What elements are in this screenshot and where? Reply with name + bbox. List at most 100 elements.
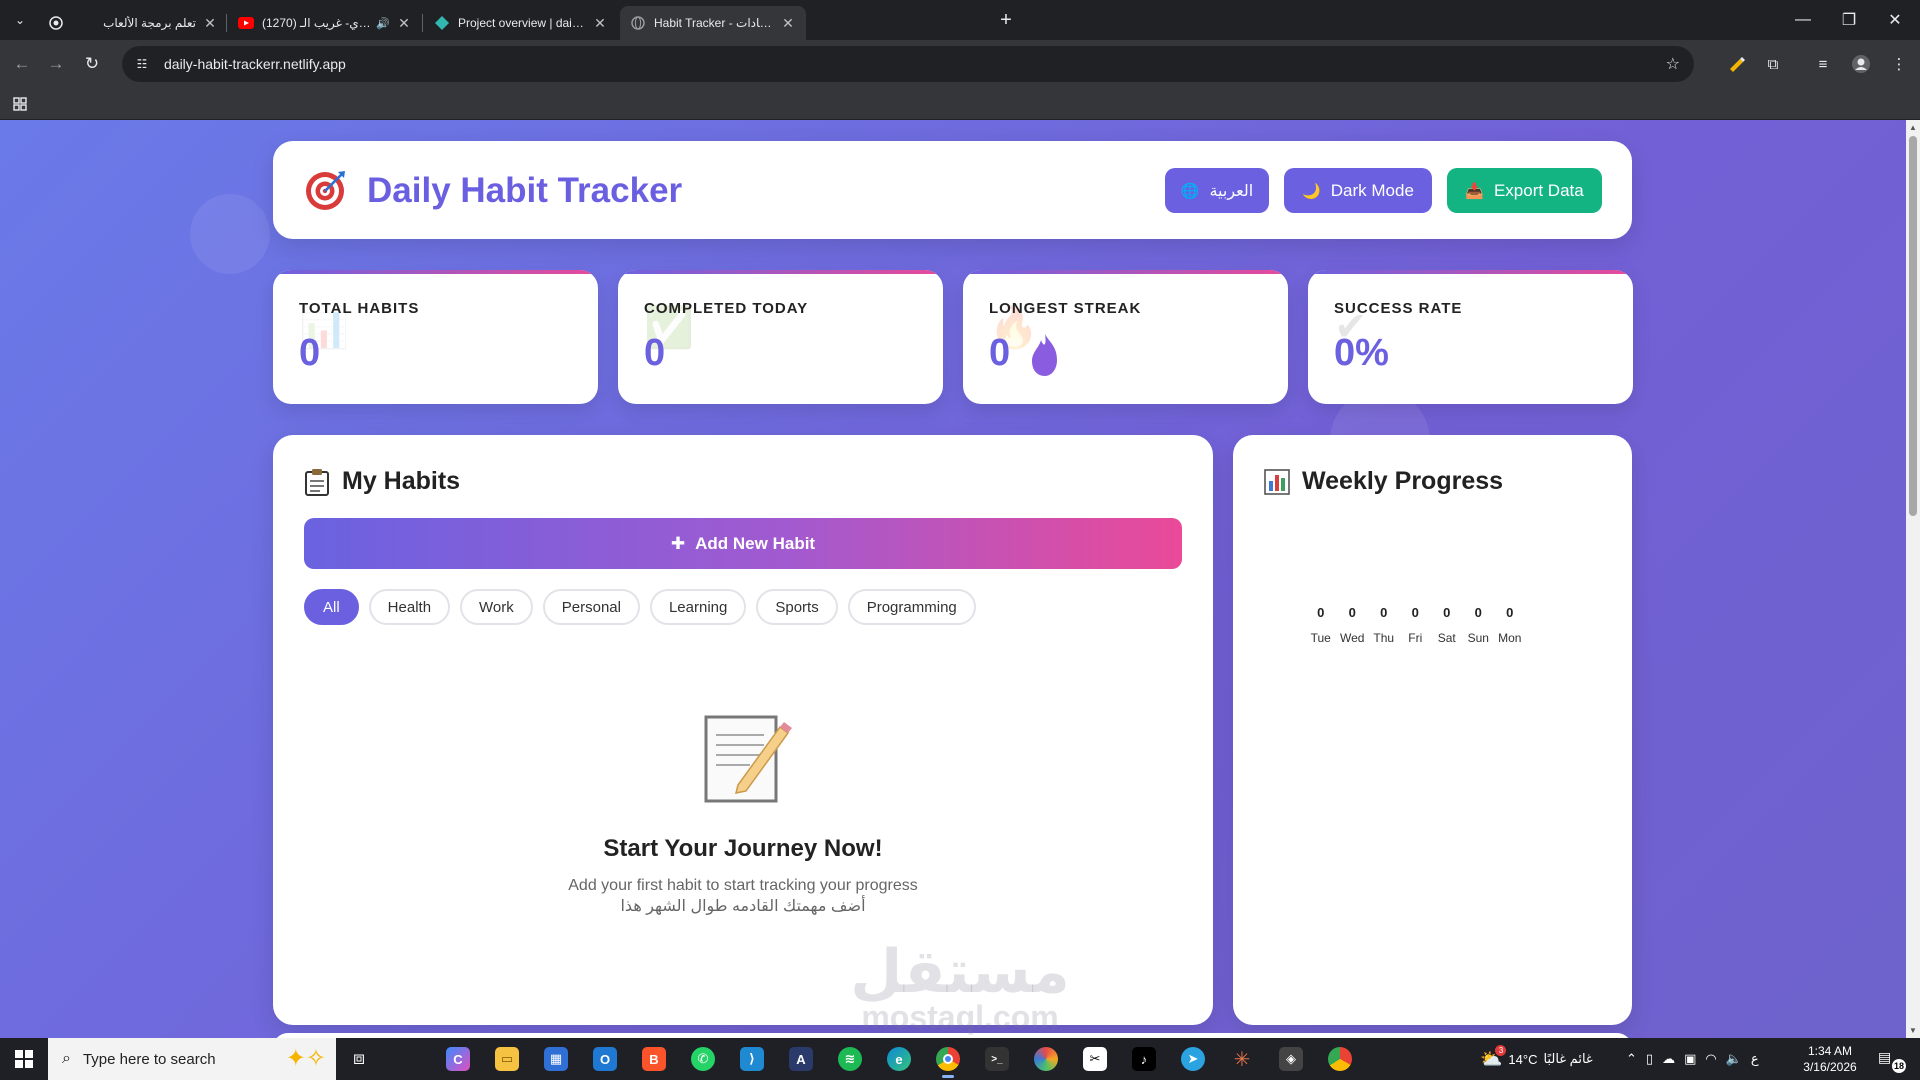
taskbar-search-placeholder: Type here to search: [82, 1050, 216, 1068]
browser-tabstrip: ⌄ تعلم برمجة الألعاب ✕ (1270) رامي صبري-…: [0, 0, 1920, 40]
scrollbar-thumb[interactable]: [1909, 136, 1917, 516]
weather-cloud-sun-icon: ⛅ 3: [1480, 1044, 1507, 1070]
profile-avatar-icon[interactable]: [1850, 53, 1872, 75]
capcut-icon[interactable]: ✂: [1079, 1043, 1111, 1075]
scroll-down-arrow-icon[interactable]: ▼: [1909, 1026, 1917, 1035]
weekly-progress-title-text: Weekly Progress: [1302, 467, 1504, 495]
tab-habit-tracker[interactable]: Habit Tracker - متتبع العادات ✕: [620, 6, 806, 40]
language-toggle-button[interactable]: 🌐 العربية: [1165, 168, 1269, 213]
url-text[interactable]: daily-habit-trackerr.netlify.app: [164, 56, 346, 72]
weather-badge: 3: [1495, 1044, 1507, 1056]
moon-icon: 🌙: [1302, 182, 1321, 200]
export-button-label: Export Data: [1493, 180, 1584, 200]
weather-widget[interactable]: ⛅ 3 14°C غائم غالبًا: [1480, 1038, 1593, 1080]
chrome-icon[interactable]: [932, 1043, 964, 1078]
tab-favicon-icon: [48, 15, 64, 31]
tray-volume-icon[interactable]: 🔈: [1725, 1051, 1742, 1066]
filter-chip-health[interactable]: Health: [368, 589, 451, 625]
tray-language[interactable]: ع: [1750, 1051, 1759, 1066]
scroll-up-arrow-icon[interactable]: ▲: [1909, 123, 1917, 132]
tab-search-chevron-icon[interactable]: ⌄: [14, 13, 26, 27]
chrome-profile-icon[interactable]: [1324, 1043, 1356, 1075]
filter-chip-learning[interactable]: Learning: [649, 589, 747, 625]
taskbar-clock[interactable]: 1:34 AM 3/16/2026: [1790, 1043, 1870, 1075]
weekly-day-label: Mon: [1498, 631, 1522, 645]
extension-pencil-icon[interactable]: [1726, 53, 1748, 75]
copilot-icon[interactable]: C: [442, 1043, 474, 1075]
speaker-icon[interactable]: 🔊: [376, 17, 390, 30]
whatsapp-icon[interactable]: ✆: [687, 1043, 719, 1075]
weekly-day-label: Sun: [1467, 631, 1489, 645]
filter-chip-sports[interactable]: Sports: [756, 589, 838, 625]
weekly-day-count: 0: [1317, 605, 1325, 620]
globe-icon: 🌐: [1180, 182, 1200, 200]
empty-state-title: Start Your Journey Now!: [603, 835, 883, 862]
terminal-icon[interactable]: >_: [981, 1043, 1013, 1075]
netlify-icon: [434, 15, 450, 31]
browser-menu-icon[interactable]: ⋮: [1891, 56, 1907, 73]
reload-icon[interactable]: ↻: [84, 54, 100, 73]
tab-youtube[interactable]: (1270) رامي صبري- غريب الـ 🔊 ✕: [228, 6, 422, 40]
restore-icon[interactable]: ❐: [1841, 12, 1857, 29]
weekly-day-column: 0 Fri: [1403, 605, 1429, 645]
tray-wifi-icon[interactable]: ◠: [1705, 1051, 1717, 1066]
decorative-bubble: [190, 194, 270, 274]
search-highlight-sparkle-icon: ✦✧: [285, 1045, 326, 1072]
tab-netlify-project[interactable]: Project overview | daily-habit-tr ✕: [424, 6, 618, 40]
bookmark-star-icon[interactable]: ☆: [1665, 56, 1680, 73]
tray-device-icon[interactable]: ▯: [1645, 1051, 1654, 1066]
claude-icon[interactable]: ✳: [1233, 1048, 1251, 1071]
new-tab-plus-icon[interactable]: +: [1000, 8, 1012, 31]
site-settings-icon[interactable]: ☷: [136, 57, 148, 71]
altium-designer-icon[interactable]: A: [785, 1043, 817, 1075]
tab-close-icon[interactable]: ✕: [594, 14, 606, 31]
taskbar-search-box[interactable]: ⌕ Type here to search ✦✧: [48, 1038, 336, 1080]
spotify-icon[interactable]: ≋: [834, 1043, 866, 1075]
weekly-day-column: 0 Thu: [1371, 605, 1397, 645]
add-new-habit-button[interactable]: ✚ Add New Habit: [304, 518, 1182, 569]
telegram-icon[interactable]: ➤: [1177, 1043, 1209, 1075]
windows-start-icon[interactable]: [0, 1038, 48, 1080]
file-explorer-icon[interactable]: ▭: [491, 1043, 523, 1075]
export-data-button[interactable]: 📥 Export Data: [1447, 168, 1602, 213]
tab-game-programming[interactable]: تعلم برمجة الألعاب ✕: [38, 6, 228, 40]
notification-center-icon[interactable]: ▤ 18: [1878, 1049, 1906, 1073]
minimize-icon[interactable]: —: [1795, 11, 1811, 28]
extensions-puzzle-icon[interactable]: ⧉: [1767, 55, 1779, 73]
dark-mode-button[interactable]: 🌙 Dark Mode: [1284, 168, 1432, 213]
tab-close-icon[interactable]: ✕: [398, 14, 410, 31]
unity-icon[interactable]: ◈: [1275, 1043, 1307, 1075]
page-scrollbar[interactable]: ▲ ▼: [1906, 120, 1920, 1038]
tray-display-icon[interactable]: ▣: [1684, 1051, 1697, 1066]
tab-close-icon[interactable]: ✕: [204, 14, 216, 31]
tab-separator: [226, 14, 227, 32]
tiktok-icon[interactable]: ♪: [1128, 1043, 1160, 1075]
stat-card-accent: [963, 270, 1288, 274]
back-arrow-icon[interactable]: ←: [13, 54, 31, 73]
category-filters: All Health Work Personal Learning Sports…: [304, 589, 976, 625]
brave-browser-icon[interactable]: B: [638, 1043, 670, 1075]
outlook-icon[interactable]: O: [589, 1043, 621, 1075]
weekly-day-count: 0: [1380, 605, 1388, 620]
vscode-icon[interactable]: ⟩: [736, 1043, 768, 1075]
address-bar[interactable]: ☷ daily-habit-trackerr.netlify.app ☆: [122, 46, 1694, 82]
tab-close-icon[interactable]: ✕: [782, 14, 794, 31]
media-controls-icon[interactable]: ≡: [1818, 55, 1828, 73]
empty-state-line-1: Add your first habit to start tracking y…: [568, 877, 918, 894]
colorful-app-icon[interactable]: [1030, 1043, 1062, 1075]
weekly-day-column: 0 Wed: [1340, 605, 1366, 645]
weekly-day-label: Fri: [1408, 631, 1423, 645]
apps-grid-icon[interactable]: [10, 94, 30, 114]
edge-icon[interactable]: e: [883, 1043, 915, 1075]
filter-chip-work[interactable]: Work: [460, 589, 533, 625]
filter-chip-personal[interactable]: Personal: [542, 589, 640, 625]
filter-chip-programming[interactable]: Programming: [847, 589, 976, 625]
microsoft-store-icon[interactable]: ▦: [540, 1043, 572, 1075]
filter-chip-all[interactable]: All: [304, 589, 359, 625]
forward-arrow-icon[interactable]: →: [47, 54, 65, 73]
tray-onedrive-cloud-icon[interactable]: ☁: [1662, 1051, 1676, 1066]
close-window-icon[interactable]: ✕: [1888, 12, 1902, 29]
task-view-icon[interactable]: ⧈: [352, 1048, 366, 1069]
memo-pencil-icon: [704, 715, 792, 803]
tray-chevron-up-icon[interactable]: ⌃: [1626, 1051, 1637, 1066]
